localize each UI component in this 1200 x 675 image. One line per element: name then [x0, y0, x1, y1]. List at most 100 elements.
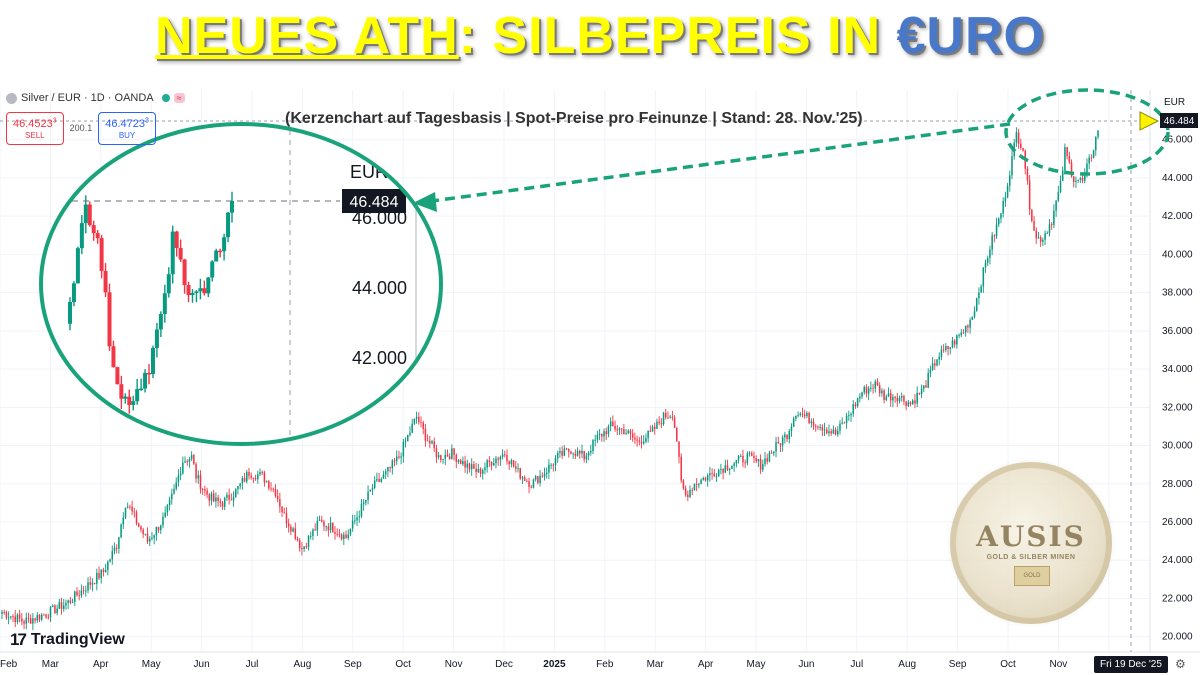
candle-body	[810, 421, 813, 424]
candle-body	[486, 460, 488, 468]
candle-body	[781, 437, 784, 446]
candle-body	[34, 618, 36, 621]
candle-body	[60, 602, 63, 610]
candle-body	[706, 475, 709, 481]
candle-body	[1035, 230, 1038, 239]
candle-body	[594, 439, 596, 441]
candle-body	[62, 605, 65, 610]
candle-body	[795, 415, 797, 419]
time-tick-label: Jun	[798, 659, 814, 670]
candle-body	[916, 392, 918, 404]
sell-button[interactable]: 46.45233 SELL	[6, 112, 64, 145]
candle-body	[585, 455, 588, 460]
candle-body	[248, 472, 250, 476]
candle-body	[413, 418, 416, 424]
candle-body	[645, 437, 647, 442]
buy-button[interactable]: 46.47233 BUY	[98, 112, 156, 145]
candle-body	[856, 398, 859, 407]
candle-body	[735, 460, 738, 464]
zoom-price-tick-label: 42.000	[352, 348, 407, 368]
zoom-candle-body	[147, 372, 152, 375]
candle-body	[137, 523, 140, 527]
zoom-candle-body	[71, 283, 76, 302]
candle-body	[309, 535, 312, 537]
candle-body	[113, 547, 116, 552]
candle-body	[702, 477, 705, 480]
candle-body	[40, 614, 43, 620]
candle-body	[852, 404, 854, 414]
candle-body	[65, 602, 67, 606]
indicator-badge[interactable]: ≈	[173, 93, 185, 103]
candle-body	[618, 428, 621, 431]
candle-body	[160, 525, 162, 531]
candle-body	[1059, 180, 1062, 193]
candle-body	[164, 512, 166, 517]
symbol-name[interactable]: Silver / EUR · 1D · OANDA	[21, 92, 154, 104]
candle-body	[773, 451, 775, 454]
candle-body	[1053, 210, 1055, 225]
candle-body	[803, 414, 806, 416]
candle-body	[400, 456, 402, 458]
candle-body	[592, 439, 594, 452]
candle-body	[920, 388, 923, 395]
candle-body	[208, 494, 211, 501]
candle-body	[398, 456, 400, 458]
candle-body	[828, 431, 830, 434]
candle-body	[642, 441, 645, 444]
zoom-candle-body	[198, 288, 203, 292]
price-tick-label: 42.000	[1162, 211, 1193, 222]
candle-body	[109, 559, 111, 562]
candle-body	[512, 460, 515, 467]
callout-arrow-line	[431, 122, 1011, 203]
sell-price: 46.45233	[13, 117, 57, 130]
candle-body	[960, 332, 963, 336]
candle-body	[102, 569, 105, 573]
candle-body	[272, 488, 275, 490]
candle-body	[3, 611, 5, 613]
zoom-candle-body	[190, 293, 195, 296]
time-tick-label: Sep	[344, 659, 362, 670]
candle-body	[261, 472, 263, 473]
candle-body	[629, 430, 632, 434]
candle-body	[1070, 162, 1073, 177]
candle-body	[567, 448, 570, 452]
candle-body	[561, 451, 563, 456]
candle-body	[23, 621, 25, 624]
candle-body	[1011, 156, 1013, 176]
candle-body	[387, 466, 389, 472]
price-axis[interactable]: 46.000 44.000 42.000 40.000 38.000 36.000 34.0…	[1149, 90, 1193, 652]
candle-body	[658, 421, 660, 424]
candle-body	[276, 496, 279, 500]
candle-body	[422, 422, 424, 429]
candle-body	[201, 488, 204, 490]
candle-body	[16, 614, 19, 623]
candle-body	[254, 477, 257, 480]
candle-body	[157, 527, 160, 531]
candle-body	[914, 400, 916, 404]
time-tick-label: Nov	[1050, 659, 1068, 670]
candle-body	[29, 618, 32, 624]
candle-body	[900, 396, 903, 398]
candle-body	[380, 478, 383, 482]
price-tick-label: 34.000	[1162, 364, 1193, 375]
candle-body	[1079, 178, 1082, 180]
candle-body	[693, 483, 696, 491]
candle-body	[651, 426, 654, 432]
time-tick-label: Oct	[395, 659, 411, 670]
symbol-bar[interactable]: Silver / EUR · 1D · OANDA ≈	[6, 92, 185, 104]
candle-body	[51, 605, 54, 607]
candle-body	[667, 417, 669, 419]
candle-body	[792, 418, 795, 427]
candle-body	[572, 453, 574, 455]
candle-body	[175, 482, 177, 489]
tradingview-logo[interactable]: 17 TradingView	[10, 630, 125, 650]
price-tick-label: 46.000	[1162, 135, 1193, 146]
settings-gear-icon[interactable]: ⚙	[1175, 657, 1186, 671]
candle-body	[845, 415, 848, 423]
candle-body	[517, 468, 519, 469]
candle-body	[365, 500, 367, 503]
candle-body	[250, 475, 252, 478]
price-tick-label: 40.000	[1162, 249, 1193, 260]
